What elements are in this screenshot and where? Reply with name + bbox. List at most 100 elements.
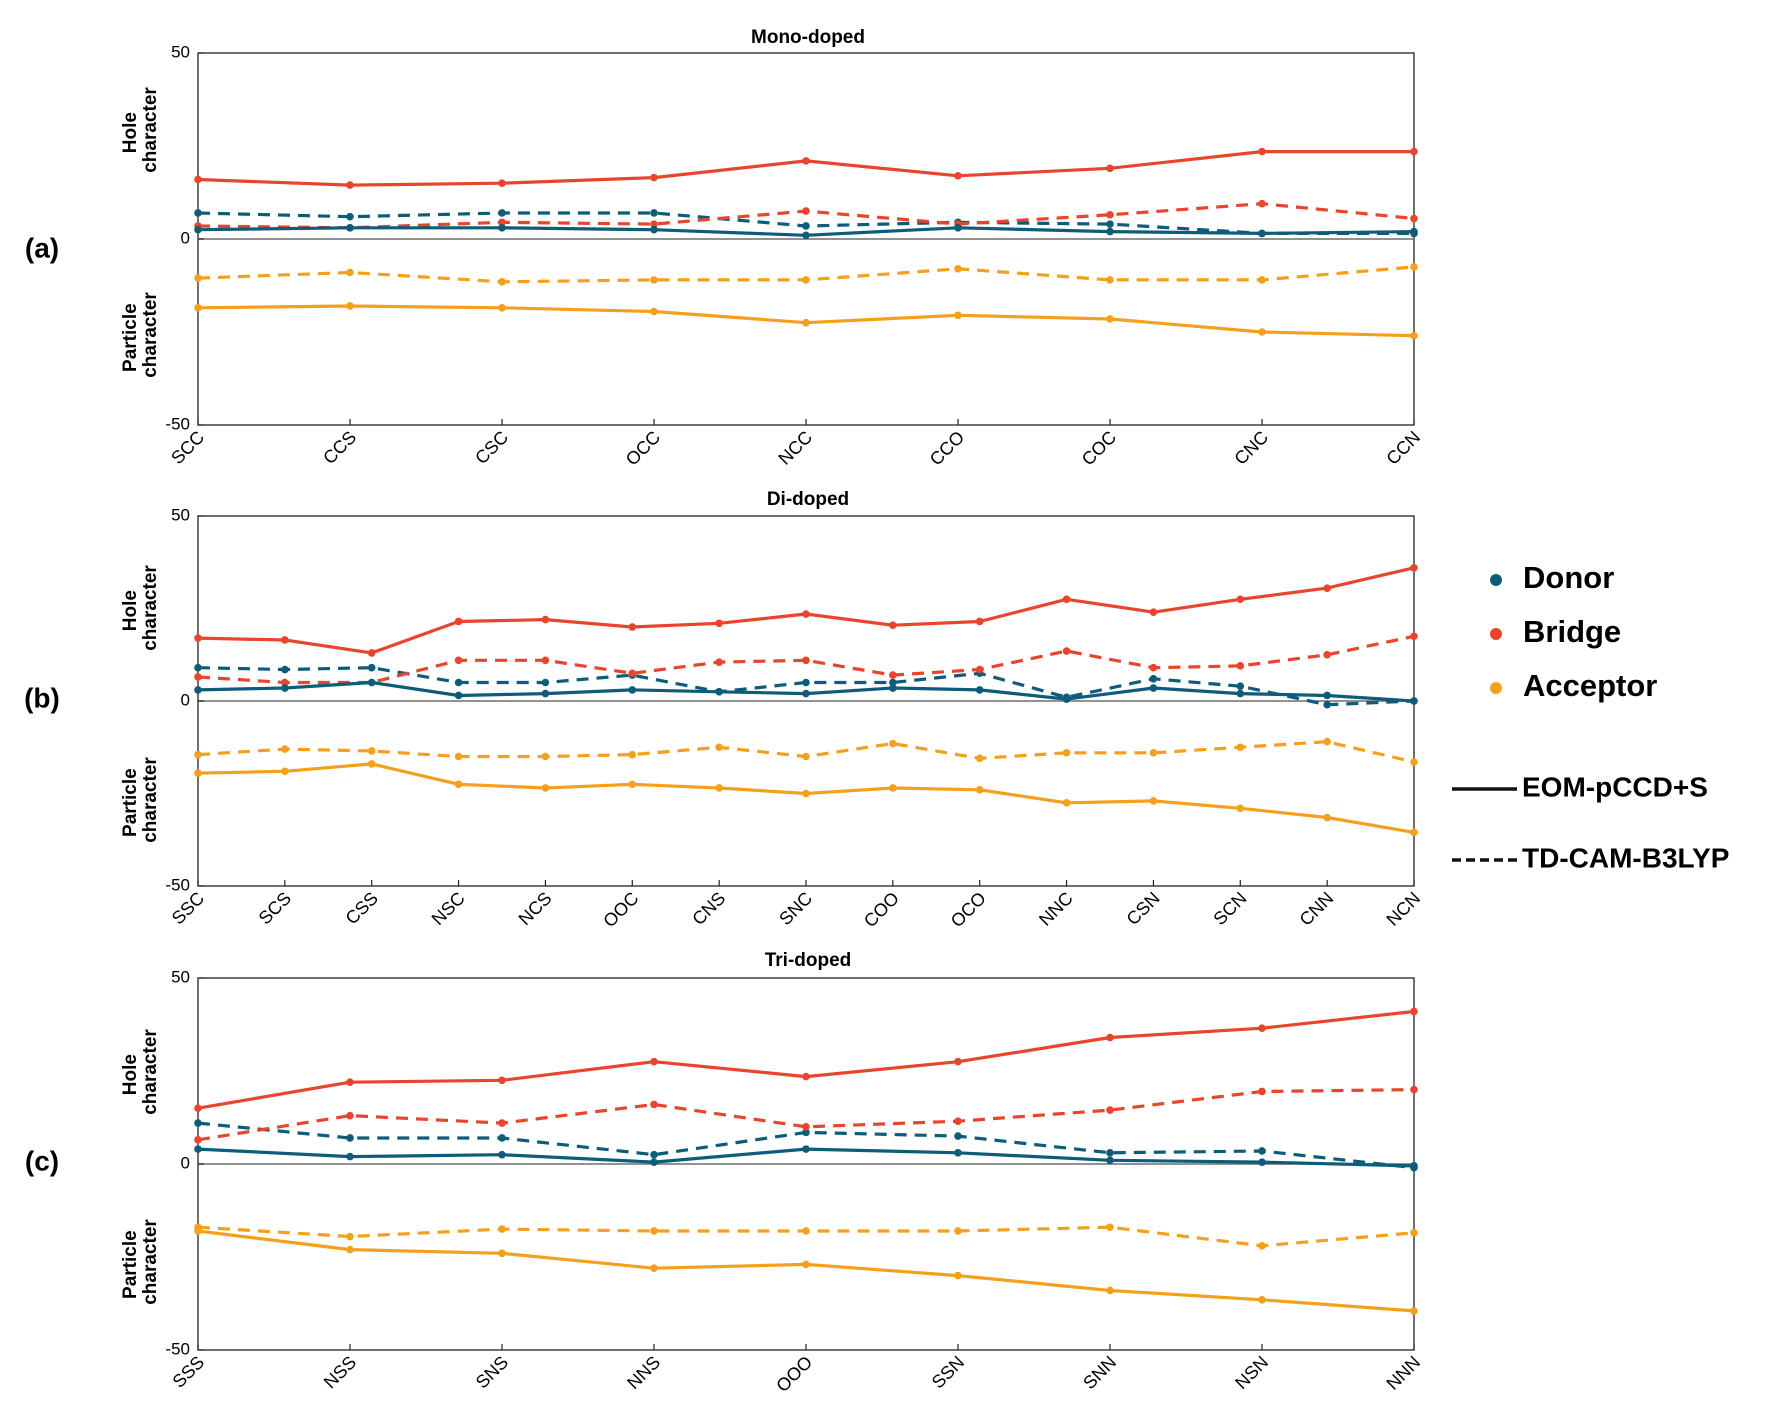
data-point-acceptor-dashed: [541, 752, 550, 761]
data-point-bridge-solid: [628, 623, 637, 631]
data-point-donor-solid: [1323, 691, 1331, 700]
data-point-acceptor-solid: [1258, 328, 1266, 336]
legend-label-donor: Donor: [1523, 560, 1614, 595]
data-point-donor-solid: [1258, 229, 1266, 238]
legend-item-solid: EOM-pCCD+S: [1452, 771, 1708, 802]
y-label-particle: Particle character: [120, 757, 161, 843]
data-point-acceptor-solid: [1106, 315, 1114, 323]
data-point-acceptor-dashed: [1258, 1242, 1266, 1250]
data-point-acceptor-solid: [1062, 798, 1071, 807]
data-point-bridge-solid: [975, 617, 984, 626]
data-point-bridge-dashed: [1149, 663, 1158, 672]
data-point-acceptor-dashed: [802, 276, 810, 284]
data-point-acceptor-solid: [954, 311, 962, 320]
data-point-bridge-dashed: [541, 656, 550, 665]
legend-item-acceptor: Acceptor: [1490, 668, 1657, 703]
y-tick-label: 0: [181, 690, 190, 709]
data-point-donor-solid: [1410, 697, 1418, 705]
data-point-acceptor-dashed: [650, 276, 658, 284]
data-point-bridge-dashed: [1258, 1087, 1266, 1096]
data-point-bridge-dashed: [650, 1100, 658, 1109]
data-point-acceptor-solid: [1236, 804, 1245, 813]
data-point-donor-solid: [975, 686, 984, 694]
data-point-donor-dashed: [194, 209, 202, 217]
data-point-bridge-dashed: [1106, 1106, 1114, 1114]
data-point-acceptor-solid: [628, 780, 637, 789]
series-line-bridge-dashed: [197, 634, 1415, 685]
chart-title: Di-doped: [767, 489, 849, 510]
data-point-acceptor-dashed: [1062, 749, 1071, 757]
data-point-bridge-dashed: [1258, 199, 1266, 208]
panel-b: (b) Di-doped Hole character Particle cha…: [24, 489, 1424, 931]
data-point-acceptor-dashed: [346, 1232, 354, 1241]
data-point-donor-dashed: [346, 212, 354, 221]
data-point-donor-solid: [954, 1149, 962, 1157]
data-point-acceptor-solid: [1106, 1286, 1114, 1295]
data-point-bridge-dashed: [346, 1111, 354, 1120]
data-point-donor-dashed: [802, 222, 810, 230]
data-point-donor-dashed: [346, 1134, 354, 1142]
data-point-acceptor-solid: [281, 767, 289, 776]
data-point-bridge-solid: [650, 1057, 658, 1066]
y-label-hole-line1: Hole: [120, 590, 141, 631]
data-point-bridge-dashed: [889, 671, 897, 679]
data-point-bridge-solid: [1410, 564, 1418, 572]
data-point-donor-dashed: [1323, 700, 1331, 709]
legend-label-dashed: TD-CAM-B3LYP: [1522, 842, 1729, 873]
y-tick-label: 50: [171, 505, 190, 524]
data-point-acceptor-solid: [1410, 331, 1418, 340]
chart-title: Mono-doped: [751, 27, 865, 48]
data-point-bridge-solid: [498, 1076, 506, 1085]
data-point-bridge-dashed: [281, 678, 289, 687]
y-label-hole-line2: character: [140, 1029, 161, 1115]
data-point-donor-solid: [715, 687, 723, 696]
chart-title: Tri-doped: [765, 950, 852, 971]
data-point-donor-solid: [1410, 227, 1418, 236]
data-point-bridge-solid: [1149, 608, 1158, 616]
data-point-bridge-solid: [715, 619, 723, 628]
data-point-acceptor-dashed: [1106, 1223, 1114, 1232]
data-point-bridge-solid: [802, 157, 810, 165]
data-point-bridge-solid: [1106, 164, 1114, 173]
data-point-donor-solid: [802, 231, 810, 240]
data-point-donor-solid: [1062, 695, 1071, 703]
data-point-donor-dashed: [454, 678, 463, 687]
legend-label-acceptor: Acceptor: [1523, 668, 1657, 703]
data-point-acceptor-solid: [1410, 1307, 1418, 1315]
y-label-particle: Particle character: [120, 292, 161, 378]
data-point-bridge-solid: [194, 634, 202, 642]
data-point-acceptor-solid: [194, 769, 202, 777]
legend-marker-bridge: [1490, 628, 1502, 640]
y-tick-label: 0: [181, 228, 190, 247]
data-point-acceptor-solid: [1149, 797, 1158, 805]
data-point-donor-dashed: [1106, 220, 1114, 228]
data-point-acceptor-solid: [889, 784, 897, 792]
data-point-acceptor-dashed: [802, 752, 810, 761]
data-point-donor-dashed: [1258, 1147, 1266, 1155]
data-point-acceptor-solid: [715, 784, 723, 792]
data-point-donor-solid: [194, 1145, 202, 1153]
data-point-donor-solid: [1106, 1156, 1114, 1165]
data-point-bridge-solid: [1236, 595, 1245, 604]
data-point-bridge-solid: [194, 175, 202, 184]
data-point-bridge-solid: [802, 610, 810, 618]
data-point-donor-solid: [1258, 1158, 1266, 1166]
data-point-bridge-dashed: [1410, 632, 1418, 641]
data-point-bridge-solid: [1258, 1024, 1266, 1033]
legend: Donor Bridge Acceptor EOM-pCCD+S TD-CAM-…: [1452, 560, 1729, 873]
y-label-hole: Hole character: [120, 1029, 161, 1115]
y-tick-label: 0: [181, 1153, 190, 1172]
y-label-hole: Hole character: [120, 87, 161, 173]
data-point-acceptor-solid: [1410, 828, 1418, 837]
y-label-particle-line1: Particle: [120, 768, 141, 837]
data-point-bridge-dashed: [1323, 650, 1331, 659]
data-point-acceptor-dashed: [1106, 276, 1114, 284]
data-point-bridge-dashed: [1410, 1085, 1418, 1094]
data-point-bridge-solid: [346, 1078, 354, 1086]
data-point-acceptor-dashed: [1410, 263, 1418, 271]
legend-label-solid: EOM-pCCD+S: [1522, 771, 1708, 802]
y-label-hole-line1: Hole: [120, 112, 141, 153]
legend-item-donor: Donor: [1490, 560, 1614, 595]
data-point-acceptor-dashed: [1149, 749, 1158, 757]
